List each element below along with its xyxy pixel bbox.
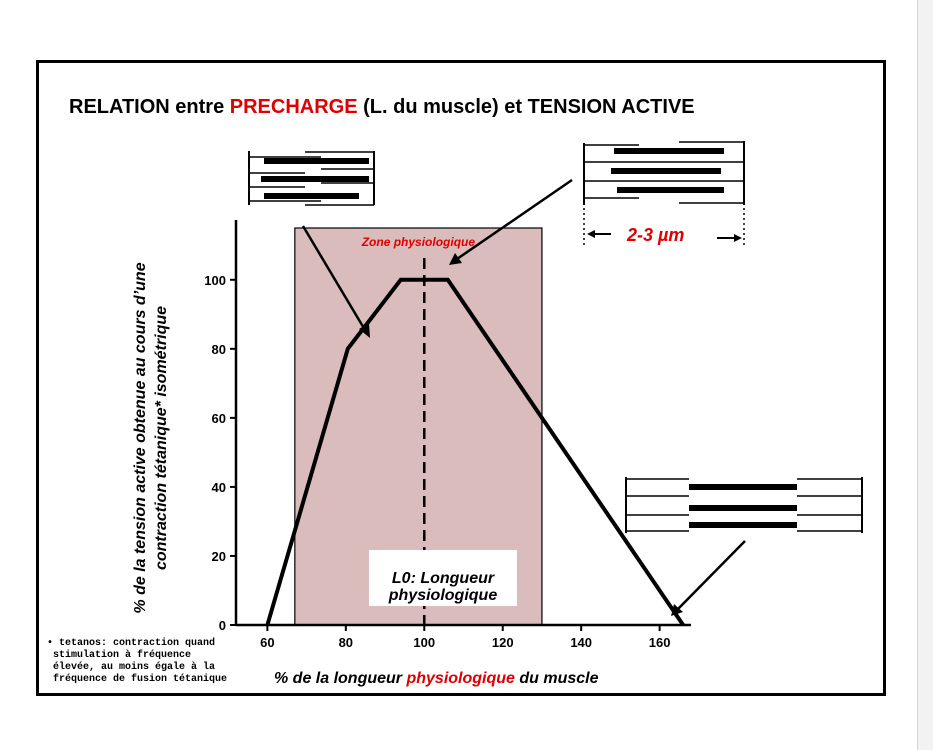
y-tick-label: 80 [212,342,226,357]
y-tick-label: 0 [219,618,226,633]
l0-label-box [369,550,517,606]
sarcomere-stretched-diagram [625,477,863,533]
l0-label-line2: physiologique [388,587,498,604]
footnote-line-1: • tetanos: contraction quand [47,637,215,649]
x-tick-label: 160 [649,635,671,650]
y-axis-title-line1: % de la tension active obtenue au cours … [132,262,149,613]
slide-frame: RELATION entre PRECHARGE (L. du muscle) … [36,60,886,696]
sarcomere-short-diagram [248,151,375,206]
x-tick-label: 80 [339,635,353,650]
x-tick-label: 140 [570,635,592,650]
footnote-line-3: élevée, au moins égale à la [53,661,215,673]
page-edge-line [917,0,918,750]
y-axis-title-line2: contraction tétanique* isométrique [153,306,170,570]
title-part-3: (L. du muscle) et TENSION ACTIVE [358,96,695,118]
footnote-line-2: stimulation à fréquence [53,649,191,661]
title-precharge: PRECHARGE [230,96,358,118]
sarcomere-length-label: 2-3 µm [626,225,684,245]
x-tick-label: 60 [260,635,274,650]
y-tick-label: 40 [212,480,226,495]
x-axis-title-part-3: du muscle [515,670,599,687]
tension-curve [265,277,685,627]
axis-ticks: 60 80 100 120 140 160 0 20 40 60 80 100 [204,273,670,650]
y-tick-label: 100 [204,273,226,288]
x-tick-label: 100 [413,635,435,650]
annotation-arrows [301,178,746,616]
chart-title: RELATION entre PRECHARGE (L. du muscle) … [69,96,695,118]
x-tick-label: 120 [492,635,514,650]
chart-canvas: RELATION entre PRECHARGE (L. du muscle) … [47,96,863,687]
page-scroll-strip [918,0,933,750]
x-axis-title: % de la longueur physiologique du muscle [274,670,599,687]
y-tick-label: 60 [212,411,226,426]
title-part-1: RELATION entre [69,96,230,118]
x-axis-title-part-1: % de la longueur [274,670,406,687]
zone-label: Zone physiologique [361,235,476,249]
y-tick-label: 20 [212,549,226,564]
sarcomere-optimal-diagram [583,141,745,248]
l0-label-line1: L0: Longueur [392,570,495,587]
footnote-line-4: fréquence de fusion tétanique [53,673,227,685]
x-axis-title-physiologique: physiologique [405,670,515,687]
